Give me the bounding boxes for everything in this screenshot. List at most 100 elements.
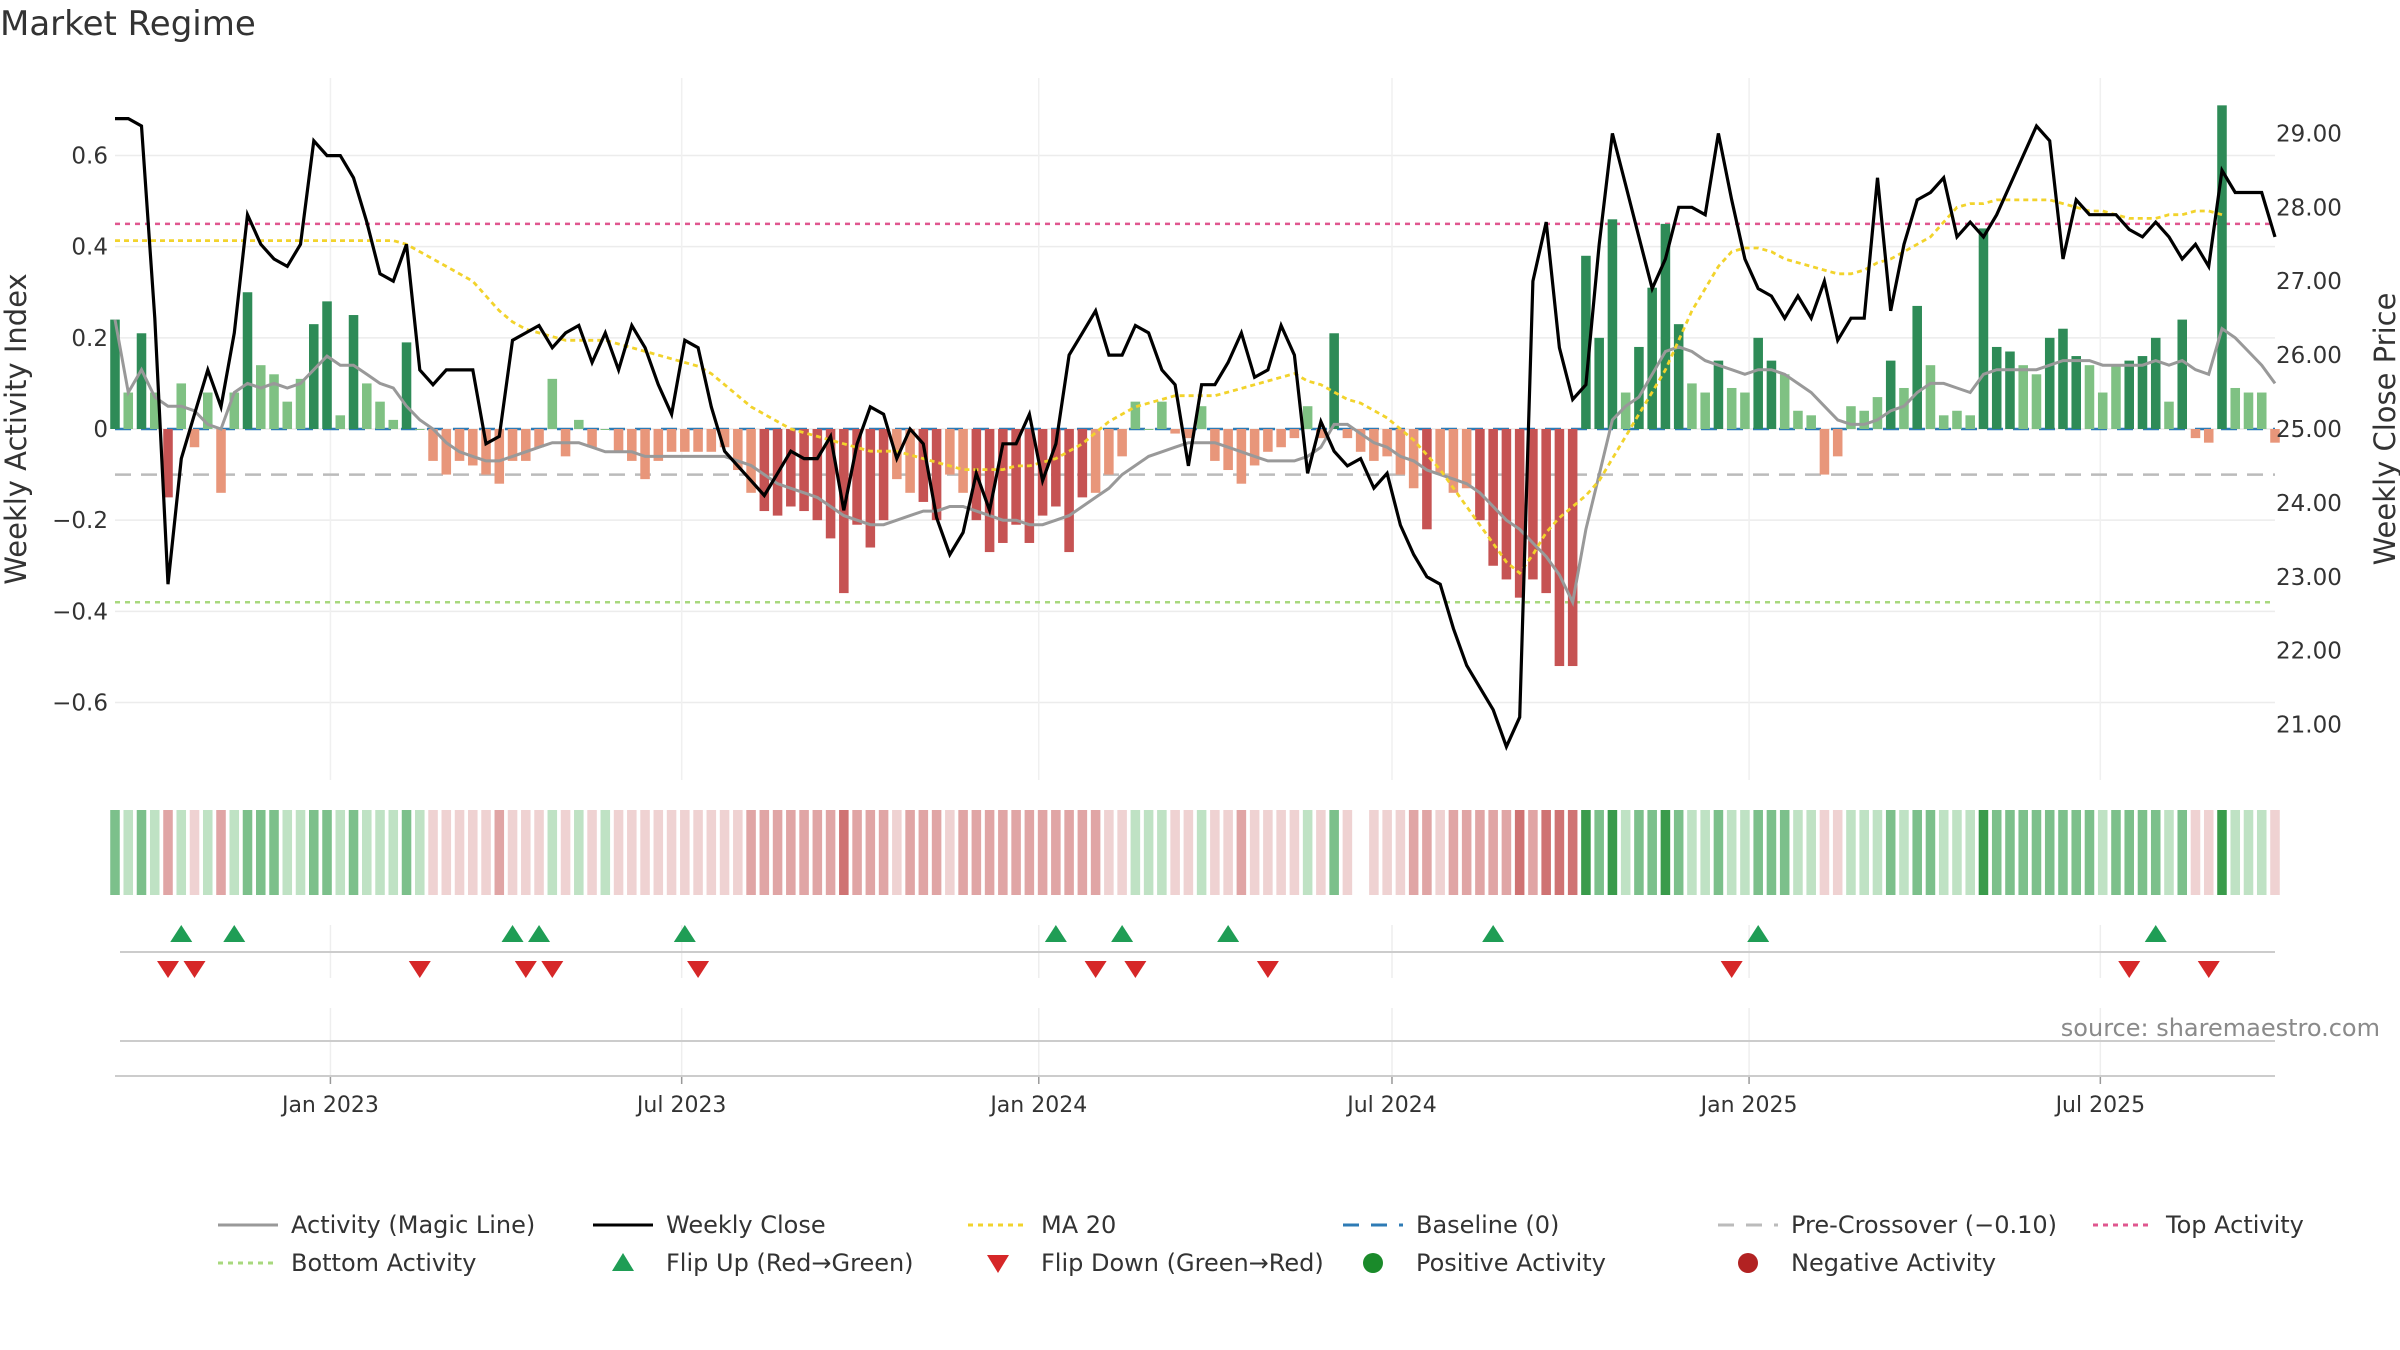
activity-bar (136, 333, 147, 429)
flip-up-marker (1747, 925, 1770, 942)
flip-down-marker (687, 961, 710, 978)
activity-bar (918, 429, 929, 502)
regime-cell (1210, 810, 1220, 895)
activity-bar (1859, 410, 1869, 429)
regime-cell (1090, 810, 1101, 895)
regime-cell (309, 810, 319, 895)
source-note: source: sharemaestro.com (2060, 1014, 2380, 1042)
regime-cell (229, 810, 240, 895)
regime-cell (786, 810, 796, 895)
regime-cell (2177, 810, 2188, 895)
activity-bar (1488, 429, 1498, 566)
regime-cell (269, 810, 279, 895)
flip-up-marker (223, 925, 246, 942)
activity-bar (825, 429, 836, 539)
activity-bar (2031, 374, 2042, 429)
activity-bar (759, 429, 770, 512)
flip-up-marker (170, 925, 193, 942)
activity-bar (441, 429, 452, 475)
grid-layer (115, 78, 2275, 1078)
regime-cell (1753, 810, 1763, 895)
activity-bar (295, 378, 306, 429)
regime-cell (2164, 810, 2174, 895)
regime-cell (1740, 810, 1750, 895)
activity-bar (202, 392, 213, 429)
activity-bar (534, 429, 544, 448)
y-right-tick-label: 29.00 (2276, 121, 2342, 147)
regime-cell (1528, 810, 1538, 895)
legend-swatch (1738, 1253, 1758, 1273)
activity-bar (680, 429, 690, 452)
activity-bar (163, 429, 173, 498)
activity-bar (1395, 429, 1406, 475)
regime-cell (1302, 810, 1313, 895)
activity-bar (1700, 392, 1710, 429)
regime-cell (1925, 810, 1936, 895)
regime-cell (1435, 810, 1445, 895)
regime-cell (958, 810, 968, 895)
regime-cell (1965, 810, 1975, 895)
activity-bar (1620, 392, 1631, 429)
activity-bar (335, 415, 346, 429)
activity-bar (2256, 392, 2267, 429)
x-tick-label: Jan 2025 (1699, 1093, 1798, 1118)
activity-bar (1912, 305, 1922, 429)
legend-item: MA 20 (968, 1211, 1116, 1239)
flip-down-marker (1084, 961, 1107, 978)
regime-cell (2217, 810, 2227, 895)
activity-bar (984, 429, 995, 553)
activity-bar (1634, 346, 1644, 429)
activity-bar (375, 401, 385, 429)
regime-cell (1620, 810, 1631, 895)
y-left-axis-title: Weekly Activity Index (0, 273, 33, 584)
regime-cell (892, 810, 902, 895)
regime-cell (1594, 810, 1604, 895)
regime-cell (1196, 810, 1207, 895)
activity-bar (812, 429, 823, 521)
activity-bar (123, 392, 134, 429)
activity-bar (494, 429, 505, 484)
regime-cell (2097, 810, 2108, 895)
regime-cell (415, 810, 425, 895)
activity-bar (587, 429, 597, 448)
activity-bar (1687, 383, 1697, 429)
activity-bar (693, 429, 703, 452)
flip-down-marker (1720, 961, 1743, 978)
regime-cell (401, 810, 412, 895)
legend: Activity (Magic Line) Weekly Close MA 20 Ba… (218, 1211, 2304, 1277)
regime-cell (335, 810, 346, 895)
regime-cell (2044, 810, 2055, 895)
flip-down-marker (157, 961, 180, 978)
activity-bar (958, 429, 968, 493)
regime-cell (1263, 810, 1273, 895)
series-lines (113, 117, 2277, 751)
activity-bar (1554, 429, 1565, 667)
y-left-tick-label: −0.6 (52, 691, 108, 717)
regime-cell (375, 810, 385, 895)
regime-cell (693, 810, 703, 895)
y-left-tick-label: 0.2 (71, 326, 108, 352)
regime-cell (362, 810, 372, 895)
regime-cell (640, 810, 650, 895)
regime-cell (1143, 810, 1154, 895)
legend-label: Baseline (0) (1416, 1211, 1559, 1239)
regime-cell (2190, 810, 2201, 895)
regime-cell (2018, 810, 2028, 895)
activity-bar (1819, 429, 1830, 475)
regime-cell (547, 810, 558, 895)
activity-bar (1938, 415, 1949, 429)
regime-cell (1660, 810, 1671, 895)
regime-cell (2243, 810, 2254, 895)
flip-up-marker (2144, 925, 2167, 942)
regime-cell (1991, 810, 2002, 895)
legend-label: Weekly Close (666, 1211, 826, 1239)
regime-cell (163, 810, 173, 895)
activity-bar (1832, 429, 1843, 457)
flip-up-marker (1044, 925, 1067, 942)
y-right-tick-label: 27.00 (2276, 269, 2342, 295)
activity-bar (1024, 429, 1035, 543)
activity-bar (242, 292, 253, 429)
regime-cell (1713, 810, 1724, 895)
activity-bar (1130, 401, 1141, 429)
regime-cell (852, 810, 862, 895)
